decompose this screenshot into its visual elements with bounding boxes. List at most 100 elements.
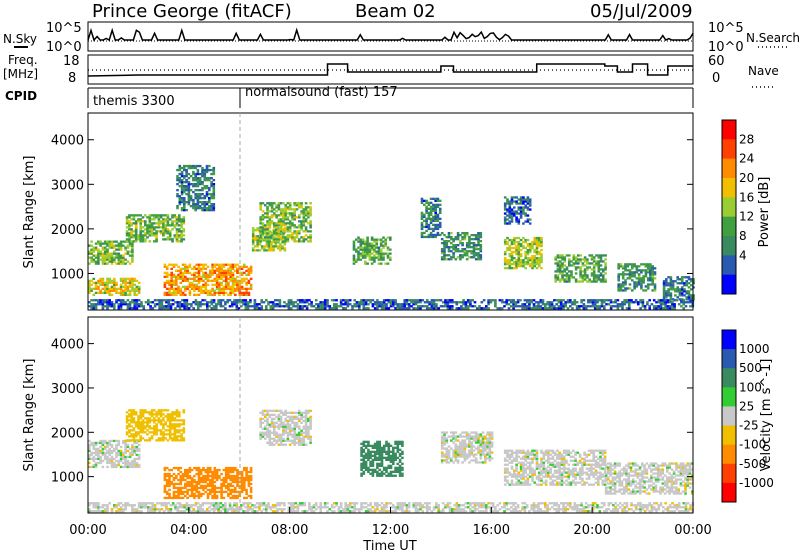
echo-cell-2	[153, 234, 156, 237]
echo-cell-0	[655, 502, 658, 505]
echo-cell-0	[323, 307, 327, 310]
echo-cell-4	[231, 283, 235, 286]
echo-cell-6	[307, 222, 310, 225]
echo-cell-1	[103, 447, 107, 451]
echo-cell-0	[401, 305, 404, 308]
echo-cell-2	[157, 218, 161, 221]
echo-cell-10	[522, 261, 525, 264]
echo-cell-0	[339, 506, 343, 509]
echo-cell-0	[426, 301, 429, 304]
echo-cell-1	[106, 459, 109, 463]
echo-cell-1	[90, 465, 93, 469]
echo-cell-8	[379, 254, 383, 257]
echo-cell-9	[465, 234, 469, 237]
echo-cell-6	[307, 240, 310, 243]
echo-cell-4	[218, 277, 221, 280]
echo-cell-9	[468, 240, 471, 243]
echo-cell-0	[360, 504, 363, 507]
echo-cell-0	[346, 504, 350, 507]
echo-cell-0	[510, 305, 513, 308]
echo-cell-2	[134, 226, 138, 229]
echo-cell-1	[103, 451, 107, 455]
echo-cell-0	[537, 506, 540, 509]
echo-cell-0	[308, 508, 311, 511]
echo-cell-0	[339, 303, 343, 306]
echo-cell-10	[531, 267, 534, 270]
echo-cell-11	[556, 254, 560, 257]
echo-cell-12	[651, 265, 654, 268]
echo-cell-7	[196, 201, 200, 204]
echo-cell-0	[151, 504, 155, 507]
echo-cell-10	[538, 263, 541, 266]
echo-cell-10	[522, 263, 525, 266]
echo-cell-7	[194, 183, 197, 186]
echo-cell-9	[450, 256, 453, 259]
echo-cell-0	[149, 502, 152, 505]
echo-cell-13	[676, 282, 679, 285]
echo-cell-6	[266, 222, 269, 225]
echo-cell-0	[482, 502, 486, 505]
echo-cell-2	[141, 429, 145, 432]
echo-cell-1	[119, 244, 123, 247]
echo-cell-3	[115, 287, 118, 290]
echo-cell-9	[459, 242, 462, 245]
echo-cell-0	[237, 510, 241, 513]
echo-cell-12	[653, 287, 657, 290]
echo-cell-6	[309, 240, 312, 243]
echo-cell-0	[235, 508, 239, 511]
echo-cell-0	[278, 305, 282, 308]
echo-cell-0	[253, 301, 257, 304]
echo-cell-0	[353, 506, 356, 509]
echo-cell-4	[218, 293, 221, 296]
echo-cell-2	[164, 238, 167, 241]
echo-cell-4	[224, 285, 228, 288]
echo-cell-6	[302, 214, 306, 217]
echo-cell-1	[97, 449, 100, 453]
echo-cell-15	[506, 218, 509, 221]
echo-cell-4	[229, 293, 232, 296]
echo-cell-0	[630, 508, 633, 511]
echo-cell-1	[90, 443, 93, 447]
echo-cell-10	[506, 261, 509, 264]
echo-cell-6	[298, 232, 301, 235]
echo-cell-8	[359, 252, 363, 255]
echo-cell-7	[205, 177, 209, 180]
echo-cell-7	[198, 183, 202, 186]
echo-cell-9	[472, 242, 476, 245]
echo-cell-4	[193, 271, 196, 274]
echo-cell-0	[578, 307, 581, 310]
echo-cell-0	[203, 510, 207, 513]
echo-cell-9	[459, 250, 462, 253]
echo-cell-0	[217, 508, 220, 511]
echo-cell-11	[556, 278, 560, 281]
echo-cell-12	[624, 263, 627, 266]
echo-cell-12	[651, 289, 654, 292]
echo-cell-15	[522, 196, 525, 199]
echo-cell-11	[570, 276, 573, 279]
echo-cell-0	[587, 305, 590, 308]
echo-cell-0	[240, 504, 243, 507]
echo-cell-0	[392, 305, 395, 308]
echo-cell-10	[538, 253, 541, 256]
echo-cell-6	[282, 208, 285, 211]
echo-cell-6	[259, 240, 262, 243]
echo-cell-0	[514, 506, 518, 509]
echo-cell-0	[224, 303, 227, 306]
echo-cell-0	[246, 305, 250, 308]
echo-cell-7	[178, 201, 182, 204]
echo-cell-0	[432, 299, 436, 302]
echo-cell-1	[135, 463, 139, 467]
echo-cell-1	[106, 449, 109, 453]
echo-cell-4	[211, 263, 214, 266]
echo-cell-15	[517, 212, 521, 215]
echo-cell-0	[680, 510, 683, 513]
echo-cell-1	[108, 441, 111, 445]
echo-cell-6	[293, 236, 296, 239]
echo-cell-0	[301, 305, 304, 308]
echo-cell-3	[106, 291, 109, 294]
echo-cell-13	[690, 298, 693, 301]
echo-cell-7	[192, 199, 195, 202]
echo-cell-0	[333, 506, 336, 509]
echo-cell-0	[689, 504, 692, 507]
echo-cell-0	[351, 510, 354, 513]
